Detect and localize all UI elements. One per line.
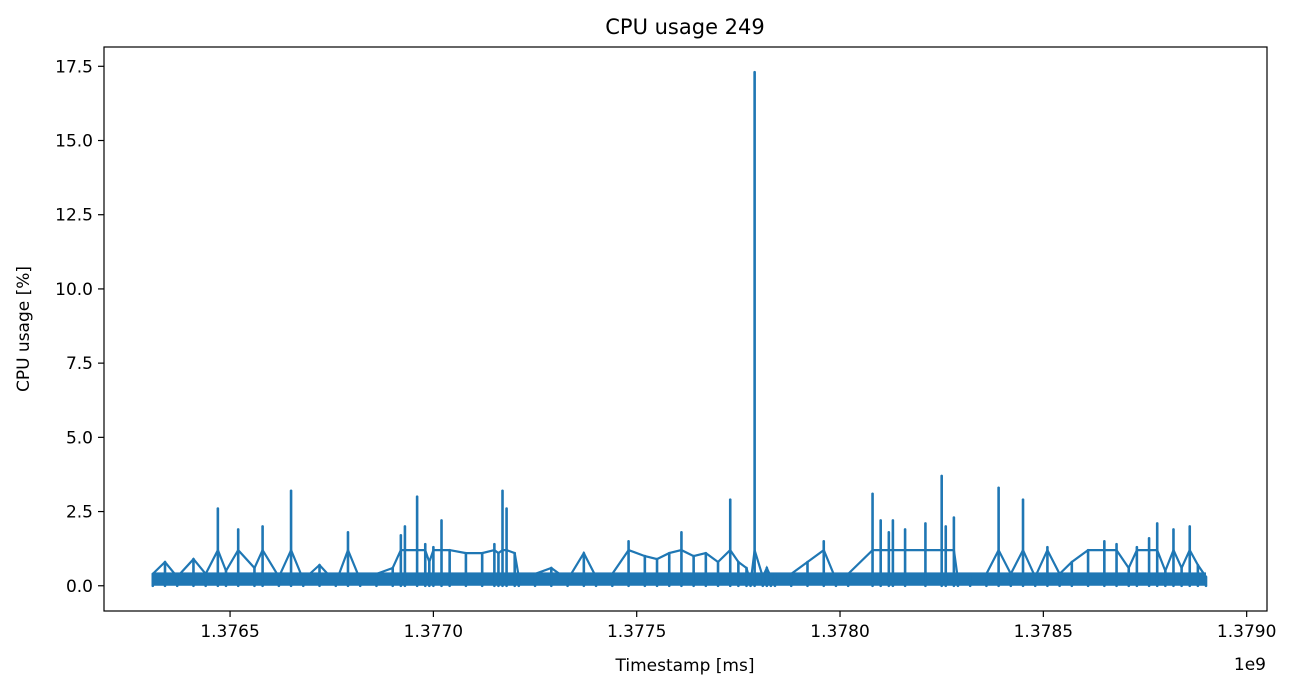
y-tick-label: 10.0 [55, 280, 93, 300]
chart-title: CPU usage 249 [605, 15, 765, 39]
x-tick-label: 1.3790 [1217, 622, 1276, 642]
x-tick-label: 1.3785 [1014, 622, 1073, 642]
x-axis-label: Timestamp [ms] [615, 656, 755, 676]
x-tick-label: 1.3775 [607, 622, 666, 642]
y-tick-label: 5.0 [66, 428, 93, 448]
plot-area [151, 70, 1208, 588]
axes-frame [103, 46, 1268, 612]
x-tick-label: 1.3780 [810, 622, 869, 642]
y-tick-label: 2.5 [66, 503, 93, 523]
x-tick-label: 1.3765 [200, 622, 259, 642]
x-tick-label: 1.3770 [404, 622, 463, 642]
y-tick-label: 17.5 [55, 57, 93, 77]
x-axis-offset-label: 1e9 [1234, 655, 1266, 675]
y-tick-label: 12.5 [55, 206, 93, 226]
x-axis: 1.3765 1.3770 1.3775 1.3780 1.3785 1.3790 [200, 611, 1276, 642]
y-axis: 0.0 2.5 5.0 7.5 10.0 12.5 15.0 17.5 [55, 57, 104, 597]
y-tick-label: 0.0 [66, 577, 93, 597]
y-tick-label: 15.0 [55, 132, 93, 152]
y-axis-label: CPU usage [%] [14, 266, 34, 392]
y-tick-label: 7.5 [66, 354, 93, 374]
